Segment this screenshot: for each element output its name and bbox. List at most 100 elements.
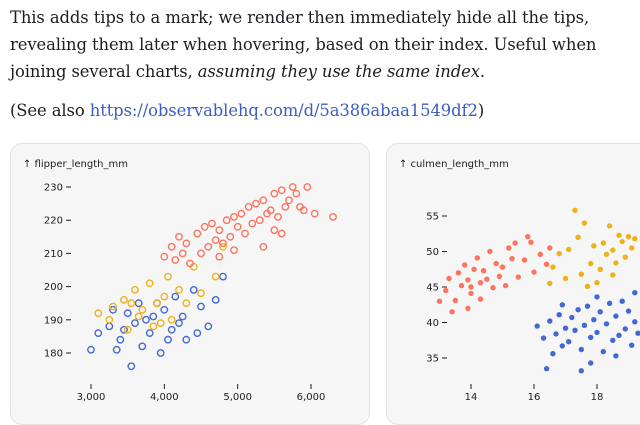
- data-point[interactable]: [197, 289, 205, 298]
- data-point[interactable]: [578, 271, 584, 277]
- data-point[interactable]: [462, 262, 468, 268]
- data-point[interactable]: [465, 305, 471, 311]
- data-point[interactable]: [277, 229, 286, 238]
- data-point[interactable]: [145, 329, 154, 338]
- data-point[interactable]: [619, 298, 625, 304]
- data-point[interactable]: [490, 285, 496, 291]
- data-point[interactable]: [632, 290, 638, 296]
- data-point[interactable]: [499, 264, 506, 270]
- data-point[interactable]: [145, 279, 154, 288]
- data-point[interactable]: [484, 276, 490, 282]
- data-point[interactable]: [468, 290, 474, 297]
- data-point[interactable]: [525, 233, 531, 240]
- data-point[interactable]: [178, 312, 187, 321]
- data-point[interactable]: [449, 309, 455, 315]
- data-point[interactable]: [559, 302, 565, 308]
- data-point[interactable]: [458, 282, 465, 289]
- data-point[interactable]: [613, 353, 619, 359]
- data-point[interactable]: [632, 236, 638, 242]
- data-point[interactable]: [219, 242, 227, 251]
- data-point[interactable]: [509, 255, 515, 262]
- data-point[interactable]: [455, 270, 462, 276]
- data-point[interactable]: [131, 319, 139, 328]
- data-point[interactable]: [632, 319, 638, 325]
- data-point[interactable]: [149, 312, 158, 321]
- data-point[interactable]: [127, 362, 136, 371]
- data-point[interactable]: [543, 261, 550, 267]
- data-point[interactable]: [230, 213, 238, 221]
- data-point[interactable]: [581, 322, 588, 328]
- data-point[interactable]: [597, 266, 603, 272]
- data-point[interactable]: [211, 272, 220, 281]
- data-point[interactable]: [622, 326, 628, 332]
- data-point[interactable]: [134, 299, 143, 308]
- data-point[interactable]: [594, 280, 600, 286]
- data-point[interactable]: [477, 280, 484, 286]
- data-point[interactable]: [575, 307, 581, 313]
- data-point[interactable]: [578, 346, 584, 353]
- data-point[interactable]: [270, 189, 279, 198]
- data-point[interactable]: [502, 282, 509, 289]
- data-point[interactable]: [581, 220, 588, 226]
- data-point[interactable]: [603, 321, 610, 327]
- data-point[interactable]: [211, 295, 220, 304]
- data-point[interactable]: [138, 342, 147, 351]
- data-point[interactable]: [531, 269, 537, 275]
- data-point[interactable]: [299, 206, 308, 215]
- data-point[interactable]: [556, 312, 562, 318]
- data-point[interactable]: [160, 305, 169, 314]
- data-point[interactable]: [477, 296, 484, 302]
- data-point[interactable]: [160, 292, 169, 301]
- data-point[interactable]: [288, 183, 297, 191]
- data-point[interactable]: [222, 216, 231, 225]
- culmen-scatter-chart[interactable]: ↑ culmen_length_mm 35 40 45 50 55 14 16 18: [387, 144, 640, 424]
- data-point[interactable]: [619, 238, 625, 245]
- data-point[interactable]: [105, 315, 114, 324]
- data-point[interactable]: [600, 240, 606, 246]
- data-point[interactable]: [521, 257, 528, 263]
- data-point[interactable]: [193, 229, 202, 238]
- data-point[interactable]: [594, 329, 600, 336]
- data-point[interactable]: [109, 302, 117, 311]
- data-point[interactable]: [610, 272, 616, 278]
- data-point[interactable]: [578, 368, 584, 374]
- data-point[interactable]: [112, 345, 121, 354]
- data-point[interactable]: [237, 209, 246, 218]
- data-point[interactable]: [178, 249, 187, 258]
- data-point[interactable]: [142, 315, 150, 324]
- data-point[interactable]: [436, 298, 443, 304]
- data-point[interactable]: [575, 234, 581, 240]
- data-point[interactable]: [274, 213, 282, 221]
- data-point[interactable]: [496, 273, 503, 279]
- data-point[interactable]: [616, 332, 622, 338]
- data-point[interactable]: [270, 226, 279, 235]
- data-point[interactable]: [156, 319, 165, 328]
- data-point[interactable]: [547, 280, 553, 287]
- data-point[interactable]: [493, 260, 499, 267]
- data-point[interactable]: [562, 275, 569, 282]
- data-point[interactable]: [182, 239, 191, 248]
- data-point[interactable]: [528, 239, 534, 245]
- data-point[interactable]: [591, 243, 597, 249]
- data-point[interactable]: [255, 216, 264, 225]
- data-point[interactable]: [120, 295, 128, 304]
- data-point[interactable]: [164, 272, 172, 281]
- data-point[interactable]: [550, 351, 556, 357]
- data-point[interactable]: [285, 196, 293, 205]
- data-point[interactable]: [550, 264, 556, 270]
- data-point[interactable]: [622, 254, 628, 260]
- data-point[interactable]: [182, 299, 191, 308]
- data-point[interactable]: [613, 313, 619, 319]
- data-point[interactable]: [171, 256, 180, 264]
- data-point[interactable]: [329, 213, 337, 221]
- data-point[interactable]: [534, 323, 540, 329]
- data-point[interactable]: [138, 305, 147, 314]
- data-point[interactable]: [603, 251, 610, 257]
- data-point[interactable]: [625, 233, 632, 240]
- data-point[interactable]: [606, 300, 613, 306]
- data-point[interactable]: [193, 329, 202, 338]
- data-point[interactable]: [635, 330, 640, 336]
- data-point[interactable]: [572, 327, 578, 333]
- data-point[interactable]: [584, 303, 591, 309]
- data-point[interactable]: [506, 245, 512, 251]
